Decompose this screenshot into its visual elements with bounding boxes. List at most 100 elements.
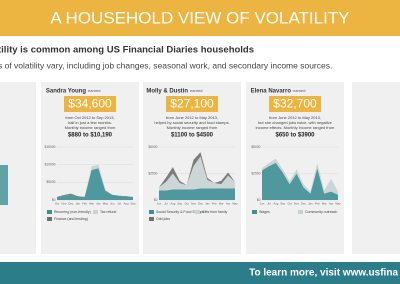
description: income effects. Monthly income ranged fr…	[256, 125, 335, 130]
person-name: Elena Navarro	[251, 89, 292, 95]
x-tick-label: Feb	[212, 202, 217, 206]
x-tick-label: May	[232, 202, 238, 206]
legend-swatch	[47, 210, 52, 214]
x-tick-label: Aug	[124, 202, 129, 206]
footer-bar	[0, 262, 400, 284]
y-tick-label: $2500	[251, 171, 260, 175]
income-range: $1100 to $4500	[171, 133, 214, 139]
y-tick-label: $5000	[46, 180, 55, 184]
lead: tility is common among US Financial Diar…	[0, 45, 254, 56]
legend-swatch	[252, 210, 257, 214]
x-tick-label: Jul	[117, 202, 121, 206]
x-tick-label: Dec	[301, 202, 307, 206]
y-tick-label: $0	[154, 198, 158, 202]
x-tick-label: Jul	[267, 202, 271, 206]
x-tick-label: Nov	[191, 202, 197, 206]
description: from Oct 2012 to Sep 2013,	[65, 115, 114, 120]
x-tick-label: Mar	[219, 202, 224, 206]
x-tick-label: Sep	[280, 202, 285, 206]
y-tick-label: $15000	[44, 145, 55, 149]
legend-label: Recurring (non-friendly)	[54, 210, 91, 214]
legend-label: Social Security & Food Stamps	[156, 210, 204, 214]
title: A HOUSEHOLD VIEW OF VOLATILITY	[50, 8, 349, 27]
x-tick-label: Dec	[198, 202, 204, 206]
x-tick-label: Aug	[170, 202, 175, 206]
area-series	[159, 156, 235, 191]
y-tick-label: $5000	[251, 145, 260, 149]
x-tick-label: Feb	[315, 202, 320, 206]
amount: $27,100	[170, 97, 214, 111]
x-tick-label: Jul	[164, 202, 168, 206]
x-tick-label: May	[103, 202, 109, 206]
legend-swatch	[298, 210, 303, 214]
description: half in just a few months.	[68, 120, 112, 125]
x-tick-label: Apr	[96, 202, 100, 206]
panel-partial	[352, 82, 400, 254]
legend-label: Gifts from family	[202, 210, 228, 214]
x-tick-label: Jun	[110, 202, 115, 206]
x-tick-label: Sep	[177, 202, 182, 206]
person-name: Molly & Dustin	[146, 89, 188, 95]
legend-label: Finance (and lending)	[54, 217, 88, 221]
x-tick-label: Apr	[329, 202, 333, 206]
x-tick-label: Oct	[184, 202, 189, 206]
x-tick-label: Oct	[55, 202, 60, 206]
y-tick-label: $5000	[148, 145, 157, 149]
area-series	[57, 168, 133, 200]
legend-swatch	[149, 210, 154, 214]
amount-box	[269, 96, 321, 112]
x-tick-label: Mar	[322, 202, 327, 206]
description: helped by social security and food stamp…	[154, 120, 229, 125]
legend-swatch	[47, 217, 52, 221]
legend-label: Community outreach	[305, 210, 337, 214]
income-range: $880 to $10,190	[68, 133, 113, 139]
x-tick-label: Jan	[75, 202, 80, 206]
x-tick-label: Jun	[157, 202, 162, 206]
x-tick-label: Mar	[89, 202, 94, 206]
legend-swatch	[93, 210, 98, 214]
amount: $32,700	[273, 97, 317, 111]
x-tick-label: Aug	[273, 202, 278, 206]
description: Monthly income ranged from	[167, 125, 218, 130]
x-tick-label: May	[335, 202, 341, 206]
description: Monthly income ranged from	[65, 125, 116, 130]
y-tick-label: $0	[257, 198, 261, 202]
earned: earned	[88, 88, 100, 93]
description: but she changed jobs twice, with negativ…	[258, 120, 333, 125]
x-tick-label: Nov	[294, 202, 300, 206]
earned: earned	[190, 88, 202, 93]
amount: $34,600	[68, 97, 112, 111]
x-tick-label: Jun	[260, 202, 265, 206]
earned: earned	[293, 88, 305, 93]
x-tick-label: Apr	[226, 202, 230, 206]
person-name: Sandra Young	[46, 89, 86, 95]
y-tick-label: $0	[52, 198, 56, 202]
description: from June 2012 to May 2013,	[166, 115, 218, 120]
x-tick-label: Dec	[68, 202, 74, 206]
subtitle: s of volatility vary, including job chan…	[0, 60, 332, 70]
x-tick-label: Jan	[205, 202, 210, 206]
area-series	[159, 188, 235, 200]
description: from June 2012 to May 2013,	[269, 115, 321, 120]
x-tick-label: Oct	[287, 202, 292, 206]
y-tick-label: $2500	[148, 171, 157, 175]
legend-swatch	[149, 217, 154, 221]
y-tick-label: $10000	[44, 163, 55, 167]
x-tick-label: Jan	[308, 202, 313, 206]
area-series	[262, 158, 338, 195]
area-series	[262, 162, 338, 200]
legend-label: Wages	[259, 210, 270, 214]
amount-box	[166, 96, 218, 112]
legend-swatch	[195, 210, 200, 214]
amount-box	[64, 96, 116, 112]
x-tick-label: Feb	[82, 202, 87, 206]
footer-text: To learn more, visit www.usfina	[249, 268, 398, 279]
area-series	[159, 152, 235, 188]
chart-fragment	[0, 165, 8, 205]
x-tick-label: Sep	[131, 202, 136, 206]
x-tick-label: Nov	[61, 202, 67, 206]
legend-label: Odd jobs	[156, 217, 170, 221]
banner	[0, 0, 400, 36]
